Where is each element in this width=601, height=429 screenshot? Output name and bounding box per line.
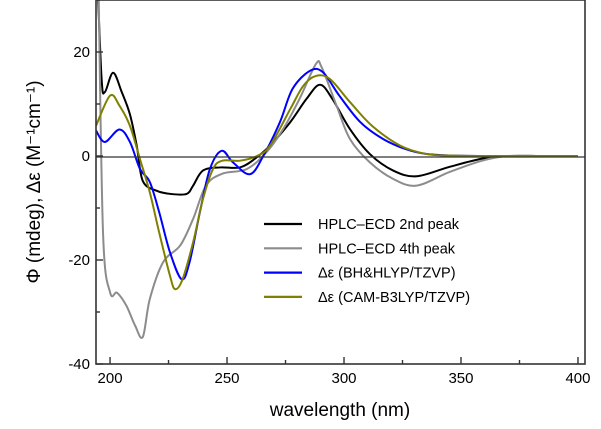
x-tick-label: 400 (565, 370, 590, 387)
x-tick-label: 300 (331, 370, 356, 387)
x-axis-label: wavelength (nm) (269, 400, 410, 421)
series-group (96, 0, 578, 339)
x-tick-label: 200 (98, 370, 123, 387)
legend-label: Δε (CAM-B3LYP/TZVP) (318, 290, 470, 306)
legend-label: HPLC–ECD 2nd peak (318, 217, 460, 233)
legend-label: HPLC–ECD 4th peak (318, 241, 456, 257)
y-tick-label: -20 (68, 252, 90, 269)
series-line-1 (97, 0, 578, 196)
legend: HPLC–ECD 2nd peak HPLC–ECD 4th peak Δε (BH… (264, 217, 470, 306)
series-line-2 (97, 0, 578, 339)
plot-frame (95, 0, 586, 365)
x-tick-label: 250 (215, 370, 240, 387)
y-axis-label: Φ (mdeg), Δε (M⁻¹cm⁻¹) (24, 80, 45, 283)
y-tick-label: 0 (82, 148, 90, 165)
y-tick-label: 20 (73, 44, 90, 61)
x-tick-label: 350 (448, 370, 473, 387)
y-tick-label: -40 (68, 356, 90, 373)
series-line-4 (96, 74, 578, 291)
legend-label: Δε (BH&HLYP/TZVP) (318, 266, 456, 282)
